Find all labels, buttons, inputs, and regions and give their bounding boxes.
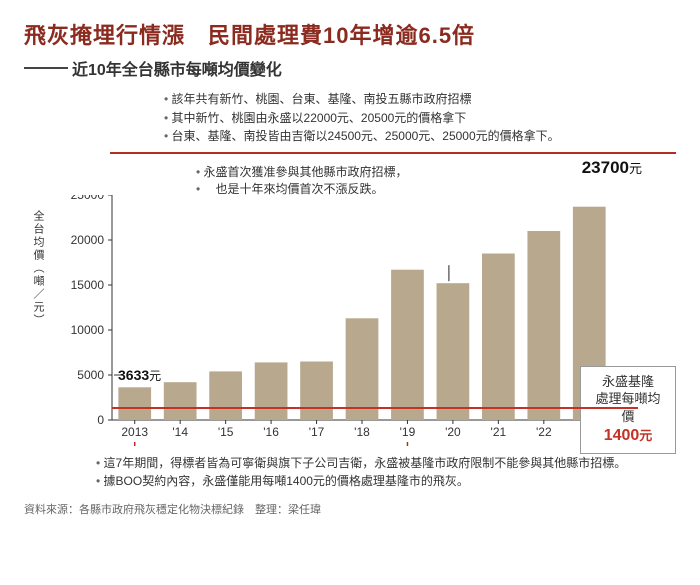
svg-text:'14: '14 bbox=[172, 425, 188, 439]
mid-note: 永盛首次獲准參與其他縣市政府招標， bbox=[196, 164, 676, 181]
subtitle-dash bbox=[24, 67, 68, 69]
svg-text:'20: '20 bbox=[445, 425, 461, 439]
top-annotation-list: 該年共有新竹、桃園、台東、基隆、南投五縣市政府招標 其中新竹、桃園由永盛以220… bbox=[164, 90, 676, 146]
mid-annotation: 永盛首次獲准參與其他縣市政府招標， 也是十年來均價首次不漲反跌。 bbox=[196, 164, 676, 199]
mid-note: 也是十年來均價首次不漲反跌。 bbox=[196, 181, 676, 198]
svg-text:20000: 20000 bbox=[71, 233, 105, 247]
svg-text:2013: 2013 bbox=[121, 425, 148, 439]
svg-text:10000: 10000 bbox=[71, 323, 105, 337]
svg-text:5000: 5000 bbox=[77, 368, 104, 382]
subtitle-row: 近10年全台縣市每噸均價變化 bbox=[24, 56, 676, 80]
y-axis-label: 全台均價︵噸／元︶ bbox=[30, 210, 46, 327]
svg-text:'21: '21 bbox=[491, 425, 507, 439]
svg-text:'15: '15 bbox=[218, 425, 234, 439]
svg-text:'22: '22 bbox=[536, 425, 552, 439]
svg-text:15000: 15000 bbox=[71, 278, 105, 292]
top-note: 其中新竹、桃園由永盛以22000元、20500元的價格拿下 bbox=[164, 109, 676, 128]
callout-price: 1400元 bbox=[591, 425, 665, 447]
svg-text:'17: '17 bbox=[309, 425, 325, 439]
reference-callout-box: 永盛基隆 處理每噸均價 1400元 bbox=[580, 366, 676, 454]
start-unit: 元 bbox=[149, 369, 161, 383]
start-value-label: 3633元 bbox=[118, 367, 161, 384]
svg-text:'19: '19 bbox=[400, 425, 416, 439]
callout-line1: 永盛基隆 bbox=[591, 373, 665, 391]
source-line: 資料來源：各縣市政府飛灰穩定化物決標紀錄 整理：梁任瑋 bbox=[24, 501, 676, 517]
chart-area: 該年共有新竹、桃園、台東、基隆、南投五縣市政府招標 其中新竹、桃園由永盛以220… bbox=[64, 90, 676, 446]
top-red-divider bbox=[110, 152, 676, 154]
page-title: 飛灰掩埋行情漲 民間處理費10年增逾6.5倍 bbox=[24, 18, 676, 50]
bottom-note: 據BOO契約內容，永盛僅能用每噸1400元的價格處理基隆市的飛灰。 bbox=[96, 472, 676, 491]
start-value: 3633 bbox=[118, 367, 149, 383]
svg-text:25000: 25000 bbox=[71, 195, 105, 202]
top-note: 該年共有新竹、桃園、台東、基隆、南投五縣市政府招標 bbox=[164, 90, 676, 109]
bottom-annotation-list: 這7年期間，得標者皆為可寧衛與旗下子公司吉衛，永盛被基隆市政府限制不能參與其他縣… bbox=[96, 454, 676, 491]
svg-text:'16: '16 bbox=[263, 425, 279, 439]
bottom-note: 這7年期間，得標者皆為可寧衛與旗下子公司吉衛，永盛被基隆市政府限制不能參與其他縣… bbox=[96, 454, 676, 473]
reference-red-line bbox=[112, 407, 638, 409]
top-note: 台東、基隆、南投皆由吉衛以24500元、25000元、25000元的價格拿下。 bbox=[164, 127, 676, 146]
svg-text:'18: '18 bbox=[354, 425, 370, 439]
svg-text:0: 0 bbox=[97, 413, 104, 427]
subtitle: 近10年全台縣市每噸均價變化 bbox=[72, 56, 282, 80]
